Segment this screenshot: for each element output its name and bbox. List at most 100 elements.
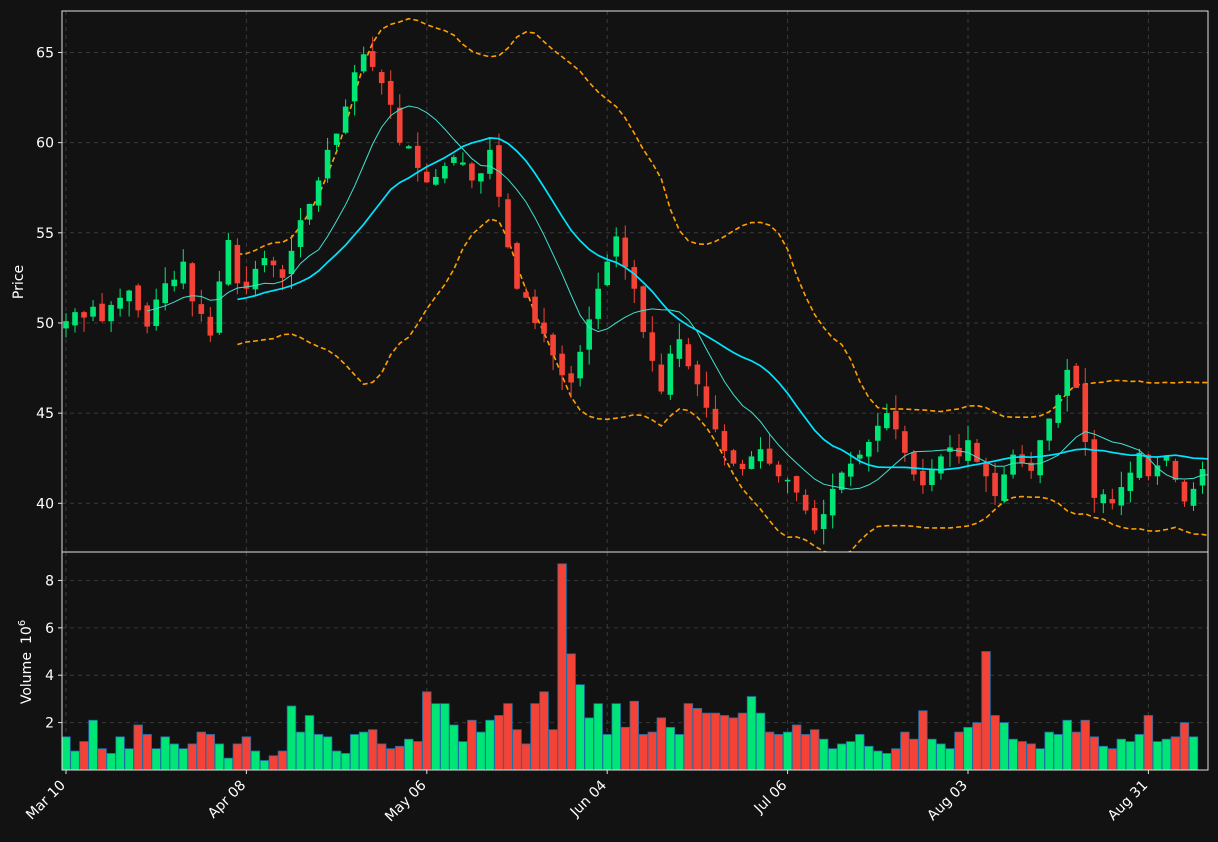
- volume-bar: [548, 729, 558, 770]
- candle-body: [820, 514, 827, 529]
- volume-bar: [1008, 738, 1018, 770]
- volume-bar: [530, 703, 540, 770]
- candle-body: [360, 54, 367, 72]
- volume-bar: [313, 734, 324, 770]
- candle-body: [469, 163, 475, 181]
- volume-bar: [133, 724, 143, 770]
- candle-body: [622, 237, 629, 268]
- candle-body: [1100, 494, 1107, 504]
- volume-bar: [611, 703, 621, 770]
- volume-bar: [1053, 734, 1063, 770]
- volume-bar: [683, 703, 694, 770]
- ma-fast-line: [147, 105, 1208, 490]
- volume-bar: [169, 743, 179, 770]
- volume-bar: [259, 760, 270, 770]
- candle-body: [613, 236, 620, 257]
- candle-body: [478, 173, 484, 182]
- candle-body: [351, 72, 358, 102]
- candle-body: [568, 373, 574, 383]
- candle-body: [532, 296, 538, 323]
- ma-slow-line: [237, 137, 1208, 471]
- candle-body: [1154, 465, 1161, 477]
- volume-panel-frame: [61, 551, 1209, 771]
- candle-body: [442, 166, 448, 179]
- candle-body: [225, 240, 232, 285]
- volume-bar: [431, 703, 441, 770]
- candle-body: [902, 431, 908, 453]
- candle-body: [144, 305, 150, 327]
- candle-body: [306, 203, 313, 220]
- price-tick-label: 50: [36, 316, 54, 332]
- candle-body: [1046, 418, 1052, 441]
- volume-bar: [367, 729, 378, 770]
- volume-bar: [954, 731, 964, 770]
- candle-body: [793, 476, 800, 493]
- volume-bar: [927, 738, 937, 770]
- candle-body: [1172, 460, 1179, 480]
- volume-bar: [440, 703, 450, 770]
- candle-body: [929, 469, 935, 485]
- volume-bar: [710, 712, 721, 770]
- volume-bar: [160, 736, 170, 770]
- candle-body: [261, 258, 268, 266]
- candle-body: [631, 267, 638, 289]
- volume-bar: [70, 750, 80, 770]
- volume-bar: [575, 684, 585, 770]
- candle-body: [541, 322, 547, 334]
- volume-bar: [837, 743, 847, 770]
- candle-body: [63, 321, 69, 329]
- volume-bar: [1125, 741, 1136, 770]
- bollinger-bands: [237, 17, 1208, 552]
- volume-bar: [828, 748, 838, 770]
- volume-bar: [205, 734, 216, 770]
- volume-bar: [918, 710, 928, 770]
- volume-bar: [846, 741, 856, 770]
- volume-bar: [349, 734, 360, 770]
- candle-body: [974, 442, 980, 462]
- candle-body: [865, 441, 872, 457]
- volume-bar: [142, 734, 152, 770]
- volume-bar: [241, 736, 252, 770]
- volume-bar: [692, 707, 703, 770]
- candle-body: [424, 171, 430, 183]
- candle-body: [721, 431, 728, 452]
- candle-body: [658, 364, 665, 392]
- candle-body: [270, 260, 277, 266]
- candle-body: [1109, 499, 1116, 504]
- candle-body: [405, 146, 412, 149]
- candle-body: [117, 297, 123, 309]
- candle-body: [216, 281, 223, 333]
- candle-body: [523, 292, 529, 298]
- candle-body: [811, 508, 818, 531]
- volume-bar: [809, 729, 820, 770]
- candle-body: [81, 312, 87, 318]
- volume-bar: [1143, 715, 1154, 770]
- candle-body: [108, 304, 114, 322]
- candle-body: [965, 440, 971, 461]
- volume-bar: [539, 691, 549, 770]
- candle-body: [703, 386, 710, 408]
- volume-bar: [1017, 741, 1027, 770]
- candle-body: [90, 306, 96, 317]
- candle-body: [433, 176, 439, 185]
- candle-body: [180, 261, 187, 284]
- volume-bar: [223, 757, 234, 770]
- volume-bar: [719, 715, 730, 770]
- candle-body: [893, 410, 899, 430]
- volume-bar: [1107, 748, 1118, 770]
- volume-bar: [620, 726, 630, 770]
- candle-body: [838, 472, 845, 490]
- volume-bar: [1071, 731, 1081, 770]
- candle-body: [333, 133, 340, 145]
- volume-bar: [1035, 748, 1045, 770]
- candle-body: [757, 449, 764, 462]
- price-axis-label: Price: [11, 265, 27, 299]
- volume-bar: [106, 753, 116, 770]
- volume-bar: [277, 750, 288, 770]
- candle-body: [649, 332, 656, 361]
- volume-bar: [331, 750, 342, 770]
- candle-body: [72, 312, 78, 326]
- price-tick-label: 65: [36, 45, 54, 61]
- volume-bar: [1089, 736, 1099, 770]
